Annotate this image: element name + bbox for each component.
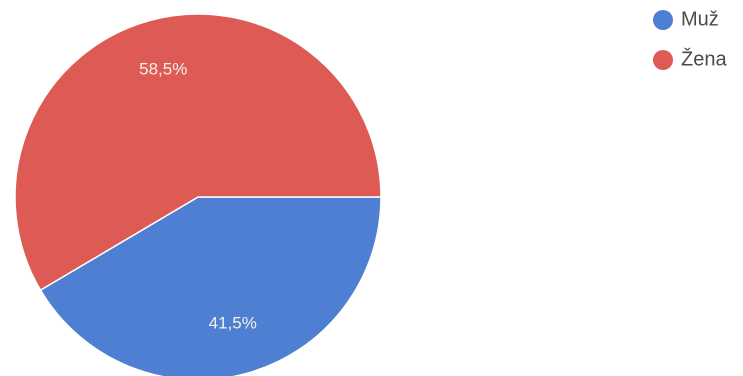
slice-label-muz: 41,5% (209, 314, 257, 333)
slice-label-zena: 58,5% (139, 59, 187, 78)
legend-label-zena: Žena (681, 47, 727, 70)
pie-slice-labels: 41,5% 58,5% (139, 59, 257, 332)
pie-slice-zena (14, 13, 382, 292)
pie-slices (14, 13, 382, 376)
legend-marker-muz (653, 10, 673, 30)
legend-label-muz: Muž (681, 8, 719, 30)
legend: Muž Žena (653, 8, 727, 70)
legend-marker-zena (653, 50, 673, 70)
pie-slice-muz (39, 196, 382, 376)
